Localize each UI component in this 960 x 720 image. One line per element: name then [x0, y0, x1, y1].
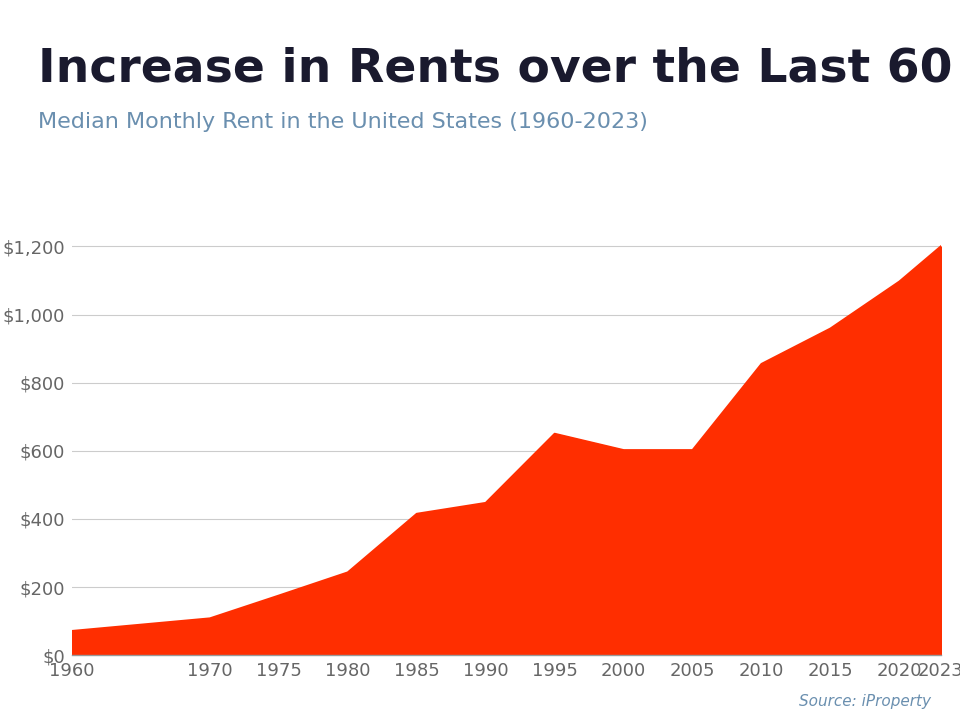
Text: Source: iProperty: Source: iProperty [799, 694, 931, 709]
Text: Increase in Rents over the Last 60 Years: Increase in Rents over the Last 60 Years [38, 47, 960, 91]
Text: Median Monthly Rent in the United States (1960-2023): Median Monthly Rent in the United States… [38, 112, 648, 132]
